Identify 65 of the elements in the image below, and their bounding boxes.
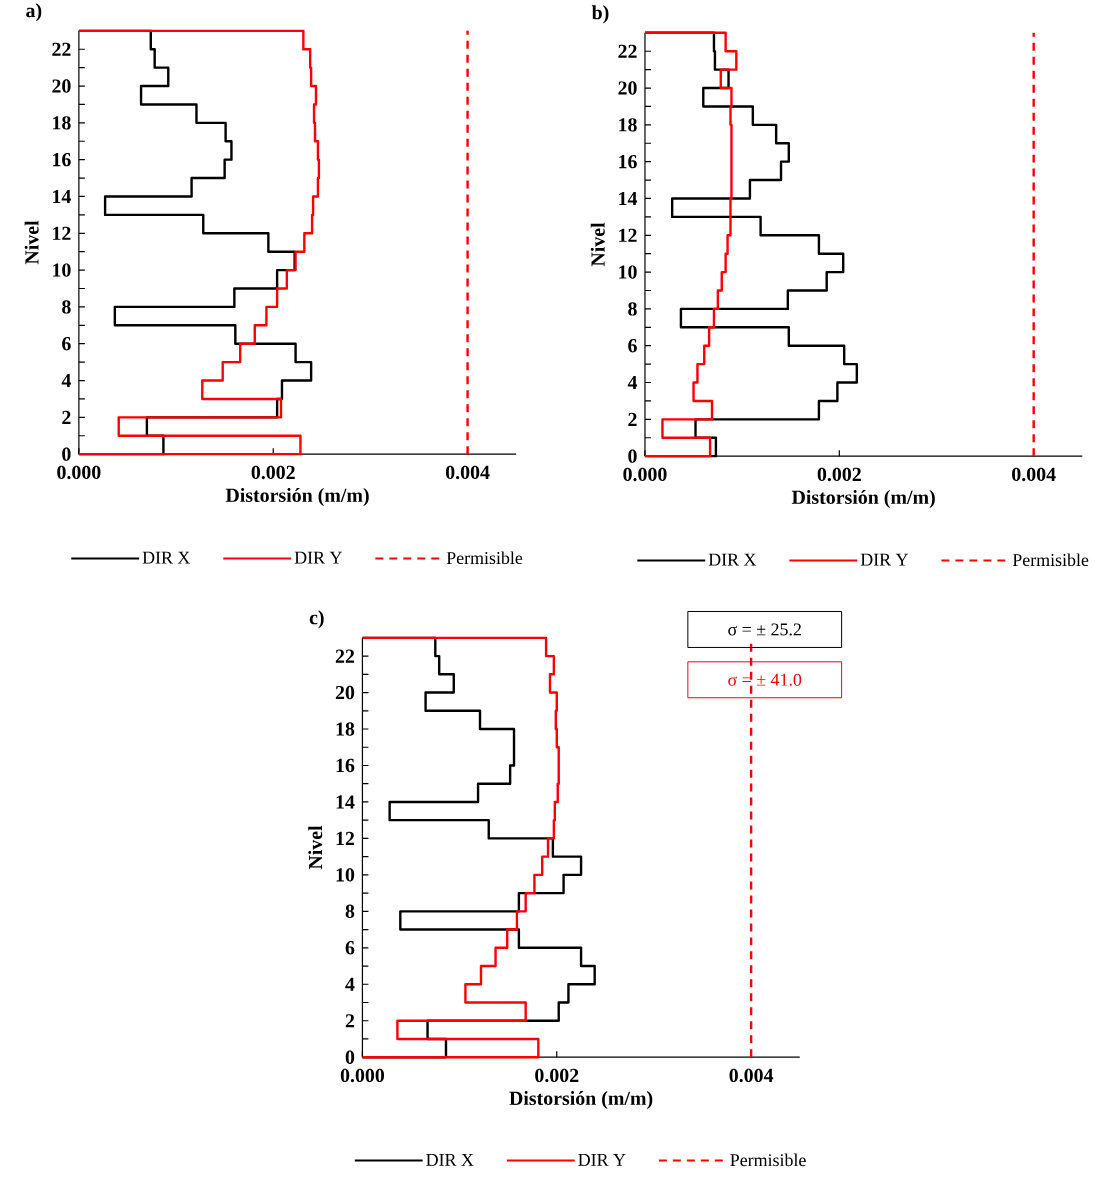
y-axis-title: Nivel <box>24 220 39 265</box>
x-axis-title: Distorsión (m/m) <box>509 1091 653 1110</box>
x-tick-label: 0.002 <box>817 467 861 482</box>
y-axis-title: Nivel <box>308 825 323 870</box>
y-tick-label: 2 <box>345 1014 354 1028</box>
y-tick-label: 8 <box>345 904 355 919</box>
y-tick-label: 20 <box>335 685 355 700</box>
y-tick-label: 10 <box>336 868 355 882</box>
annotation: σ = ± 41.0 <box>728 673 802 686</box>
y-tick-label: 12 <box>619 228 637 242</box>
y-tick-label: 22 <box>52 42 71 56</box>
y-tick-label: 6 <box>62 337 71 351</box>
y-tick-label: 0 <box>628 449 637 463</box>
x-tick-label: 0.002 <box>251 465 295 480</box>
x-tick-label: 0.002 <box>535 1068 579 1083</box>
y-tick-label: 6 <box>628 339 637 353</box>
x-axis-title: Distorsión (m/m) <box>225 487 369 507</box>
y-tick-label: 12 <box>52 226 71 240</box>
y-tick-label: 22 <box>335 649 354 663</box>
chart-title: c) <box>309 610 324 629</box>
legend-label: DIR Y <box>578 1153 626 1166</box>
y-tick-label: 0 <box>62 447 71 461</box>
y-tick-label: 22 <box>618 44 637 58</box>
y-tick-label: 2 <box>62 410 71 424</box>
chart-title: b) <box>591 5 609 24</box>
y-tick-label: 14 <box>52 189 71 204</box>
y-tick-label: 4 <box>627 375 637 390</box>
y-tick-label: 16 <box>52 152 71 167</box>
legend-label: Permisible <box>446 551 523 565</box>
text: σ = ± 25.2 <box>728 623 801 636</box>
y-tick-label: 20 <box>618 81 637 95</box>
y-tick-label: 2 <box>628 412 637 426</box>
x-tick-label: 0.004 <box>445 465 490 480</box>
y-tick-label: 16 <box>336 758 355 773</box>
y-axis-title: Nivel <box>590 222 605 267</box>
y-tick-label: 18 <box>619 118 637 132</box>
legend-label: DIR X <box>142 551 190 564</box>
chart-title: a) <box>26 3 42 22</box>
y-tick-label: 6 <box>345 941 355 955</box>
legend-label: DIR X <box>708 553 757 566</box>
x-tick-label: 0.000 <box>623 467 667 482</box>
x-tick-label: 0.000 <box>340 1068 384 1083</box>
legend-label: Permisible <box>730 1153 806 1167</box>
y-tick-label: 0 <box>345 1050 355 1064</box>
x-tick-label: 0.004 <box>729 1068 774 1083</box>
y-tick-label: 10 <box>619 265 637 279</box>
y-tick-label: 18 <box>52 116 71 130</box>
legend-label: DIR Y <box>294 551 342 564</box>
x-tick-label: 0.000 <box>57 465 101 480</box>
y-tick-label: 8 <box>61 300 71 314</box>
legend-label: Permisible <box>1012 553 1089 567</box>
y-tick-label: 10 <box>52 263 71 277</box>
y-tick-label: 12 <box>336 831 354 845</box>
y-tick-label: 14 <box>336 795 355 809</box>
y-tick-label: 4 <box>61 373 71 388</box>
y-tick-label: 8 <box>628 302 637 316</box>
y-tick-label: 4 <box>345 977 355 991</box>
x-tick-label: 0.004 <box>1011 467 1056 482</box>
x-axis-title: Distorsión (m/m) <box>791 489 935 509</box>
y-tick-label: 16 <box>619 154 637 169</box>
y-tick-label: 20 <box>52 79 71 93</box>
y-tick-label: 14 <box>619 191 637 206</box>
legend-label: DIR Y <box>860 553 908 566</box>
y-tick-label: 18 <box>336 722 355 736</box>
legend-label: DIR X <box>426 1153 474 1166</box>
